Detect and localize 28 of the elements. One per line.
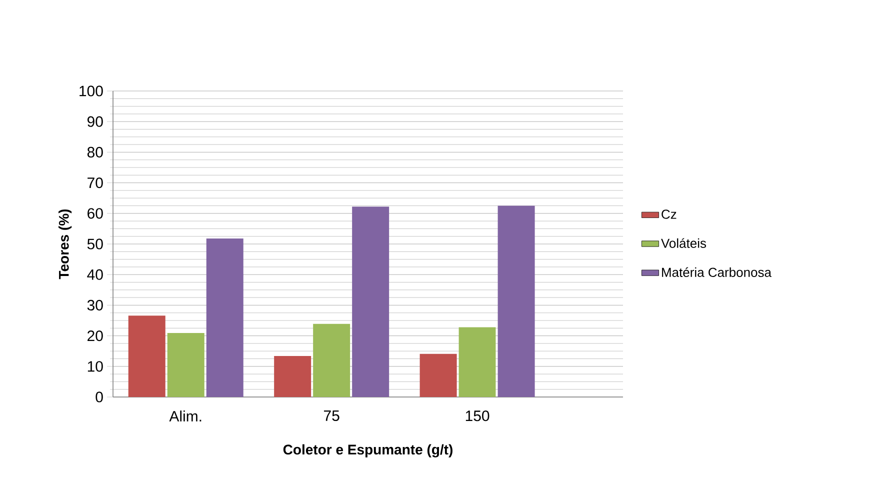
legend-label: Matéria Carbonosa bbox=[662, 267, 772, 277]
x-tick-label: 75 bbox=[324, 410, 340, 421]
x-axis-title: Coletor e Espumante (g/t) bbox=[283, 444, 452, 458]
y-tick-label: 60 bbox=[88, 208, 103, 219]
bar bbox=[274, 356, 312, 397]
y-tick-label: 30 bbox=[87, 300, 103, 311]
bar bbox=[420, 354, 457, 397]
y-axis-title: Teores (%) bbox=[58, 209, 72, 280]
y-tick-label: 10 bbox=[88, 361, 103, 372]
y-tick-label: 90 bbox=[87, 116, 103, 127]
y-tick-label: 50 bbox=[87, 238, 103, 250]
bar bbox=[313, 324, 350, 397]
bar bbox=[458, 327, 496, 397]
legend-label: Cz bbox=[662, 210, 676, 219]
bar bbox=[167, 333, 204, 397]
x-tick-label: Alim. bbox=[169, 410, 202, 422]
y-tick-label: 100 bbox=[80, 86, 103, 96]
x-tick-label: 150 bbox=[466, 410, 490, 422]
bar bbox=[128, 316, 166, 397]
legend-label: Voláteis bbox=[661, 238, 706, 248]
bar bbox=[352, 206, 390, 397]
y-tick-label: 80 bbox=[87, 146, 103, 158]
y-tick-label: 20 bbox=[88, 330, 103, 342]
bar bbox=[206, 238, 244, 397]
y-tick-label: 40 bbox=[87, 269, 103, 280]
y-tick-label: 0 bbox=[96, 392, 103, 402]
y-tick-label: 70 bbox=[88, 177, 103, 188]
bar bbox=[498, 206, 535, 397]
